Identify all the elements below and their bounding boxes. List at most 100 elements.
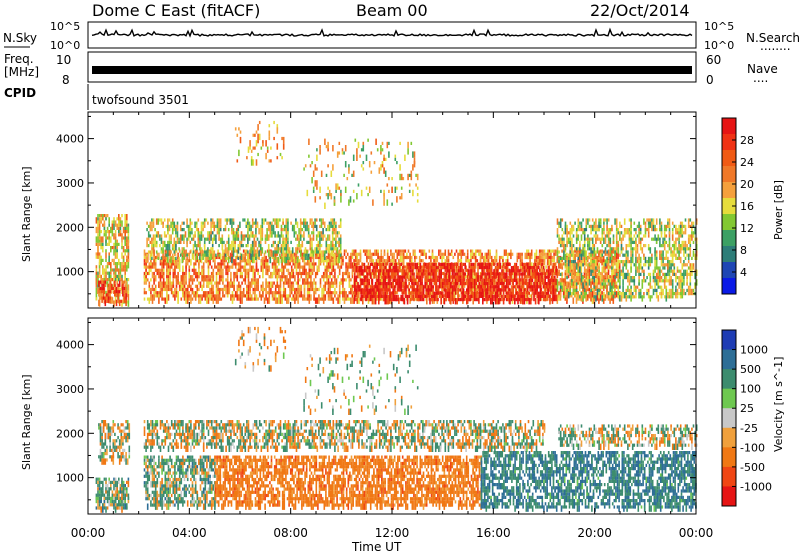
heatmap-cell	[160, 234, 163, 238]
heatmap-cell	[411, 282, 414, 286]
heatmap-cell	[552, 288, 554, 295]
heatmap-cell	[101, 290, 103, 294]
heatmap-cell	[153, 287, 155, 292]
heatmap-cell	[172, 271, 175, 279]
heatmap-cell	[384, 285, 386, 292]
heatmap-cell	[572, 278, 575, 282]
heatmap-cell	[324, 287, 327, 292]
heatmap-cell	[182, 284, 184, 288]
heatmap-cell	[329, 284, 331, 288]
heatmap-cell	[546, 297, 549, 301]
heatmap-cell	[382, 298, 385, 302]
heatmap-cell	[394, 284, 397, 288]
heatmap-cell	[217, 252, 219, 256]
heatmap-cell	[499, 291, 502, 295]
heatmap-cell	[157, 218, 160, 225]
heatmap-cell	[184, 231, 187, 238]
heatmap-cell	[297, 297, 299, 304]
heatmap-cell	[569, 263, 572, 270]
heatmap-cell	[486, 298, 489, 302]
heatmap-cell	[189, 250, 192, 254]
heatmap-cell	[311, 271, 314, 276]
heatmap-cell	[567, 269, 570, 273]
heatmap-cell	[332, 275, 335, 279]
heatmap-cell	[267, 250, 270, 257]
heatmap-cell	[550, 255, 552, 260]
heatmap-cell	[614, 259, 616, 266]
heatmap-cell	[225, 265, 227, 272]
heatmap-cell	[343, 278, 346, 282]
heatmap-cell	[319, 237, 321, 244]
heatmap-cell	[173, 250, 176, 254]
heatmap-cell	[575, 250, 578, 257]
heatmap-cell	[322, 234, 324, 241]
heatmap-cell	[380, 297, 383, 301]
heatmap-cell	[547, 275, 550, 282]
heatmap-cell	[287, 240, 289, 244]
heatmap-cell	[171, 221, 174, 225]
heatmap-cell	[583, 262, 586, 266]
heatmap-cell	[192, 234, 195, 241]
heatmap-cell	[113, 268, 115, 272]
heatmap-cell	[162, 287, 165, 292]
heatmap-cell	[555, 278, 558, 286]
heatmap-cell	[159, 237, 161, 241]
heatmap-cell	[486, 262, 489, 266]
heatmap-cell	[391, 259, 394, 263]
heatmap-cell	[523, 298, 526, 305]
heatmap-cell	[247, 262, 250, 266]
heatmap-cell	[517, 298, 519, 305]
heatmap-cell	[517, 272, 519, 276]
heatmap-cell	[277, 224, 280, 228]
heatmap-cell	[405, 285, 407, 292]
heatmap-cell	[124, 236, 126, 243]
heatmap-cell	[239, 259, 242, 266]
heatmap-cell	[236, 284, 239, 288]
heatmap-cell	[323, 234, 326, 238]
heatmap-cell	[222, 294, 224, 298]
heatmap-cell	[236, 255, 239, 260]
heatmap-cell	[259, 228, 262, 235]
heatmap-cell	[596, 268, 599, 272]
heatmap-cell	[98, 280, 100, 287]
heatmap-cell	[191, 231, 193, 235]
heatmap-cell	[126, 258, 128, 262]
heatmap-cell	[194, 284, 197, 288]
heatmap-cell	[607, 255, 610, 263]
heatmap-cell	[246, 297, 248, 301]
heatmap-cell	[506, 262, 508, 266]
heatmap-cell	[393, 255, 395, 263]
heatmap-cell	[287, 250, 289, 257]
heatmap-cell	[329, 291, 331, 295]
heatmap-cell	[365, 266, 367, 270]
heatmap-cell	[571, 292, 573, 296]
heatmap-cell	[472, 269, 474, 273]
heatmap-cell	[261, 224, 264, 228]
heatmap-cell	[387, 282, 390, 286]
heatmap-cell	[167, 231, 169, 235]
heatmap-cell	[599, 287, 602, 292]
heatmap-cell	[500, 255, 503, 260]
heatmap-cell	[451, 275, 454, 282]
heatmap-cell	[420, 252, 423, 256]
heatmap-cell	[306, 294, 309, 298]
heatmap-cell	[210, 275, 213, 279]
heatmap-cell	[220, 275, 223, 279]
heatmap-cell	[328, 244, 331, 251]
heatmap-cell	[187, 228, 190, 232]
heatmap-cell	[577, 276, 580, 283]
heatmap-cell	[279, 234, 281, 238]
heatmap-cell	[106, 236, 109, 240]
heatmap-cell	[324, 265, 327, 269]
heatmap-cell	[332, 291, 335, 295]
heatmap-cell	[523, 269, 526, 273]
heatmap-cell	[258, 291, 261, 298]
heatmap-cell	[522, 281, 525, 285]
heatmap-cell	[334, 294, 336, 298]
heatmap-cell	[348, 262, 351, 269]
heatmap-cell	[197, 231, 200, 235]
heatmap-cell	[390, 294, 393, 298]
heatmap-cell	[178, 284, 181, 288]
heatmap-cell	[250, 231, 252, 238]
heatmap-cell	[258, 228, 260, 235]
